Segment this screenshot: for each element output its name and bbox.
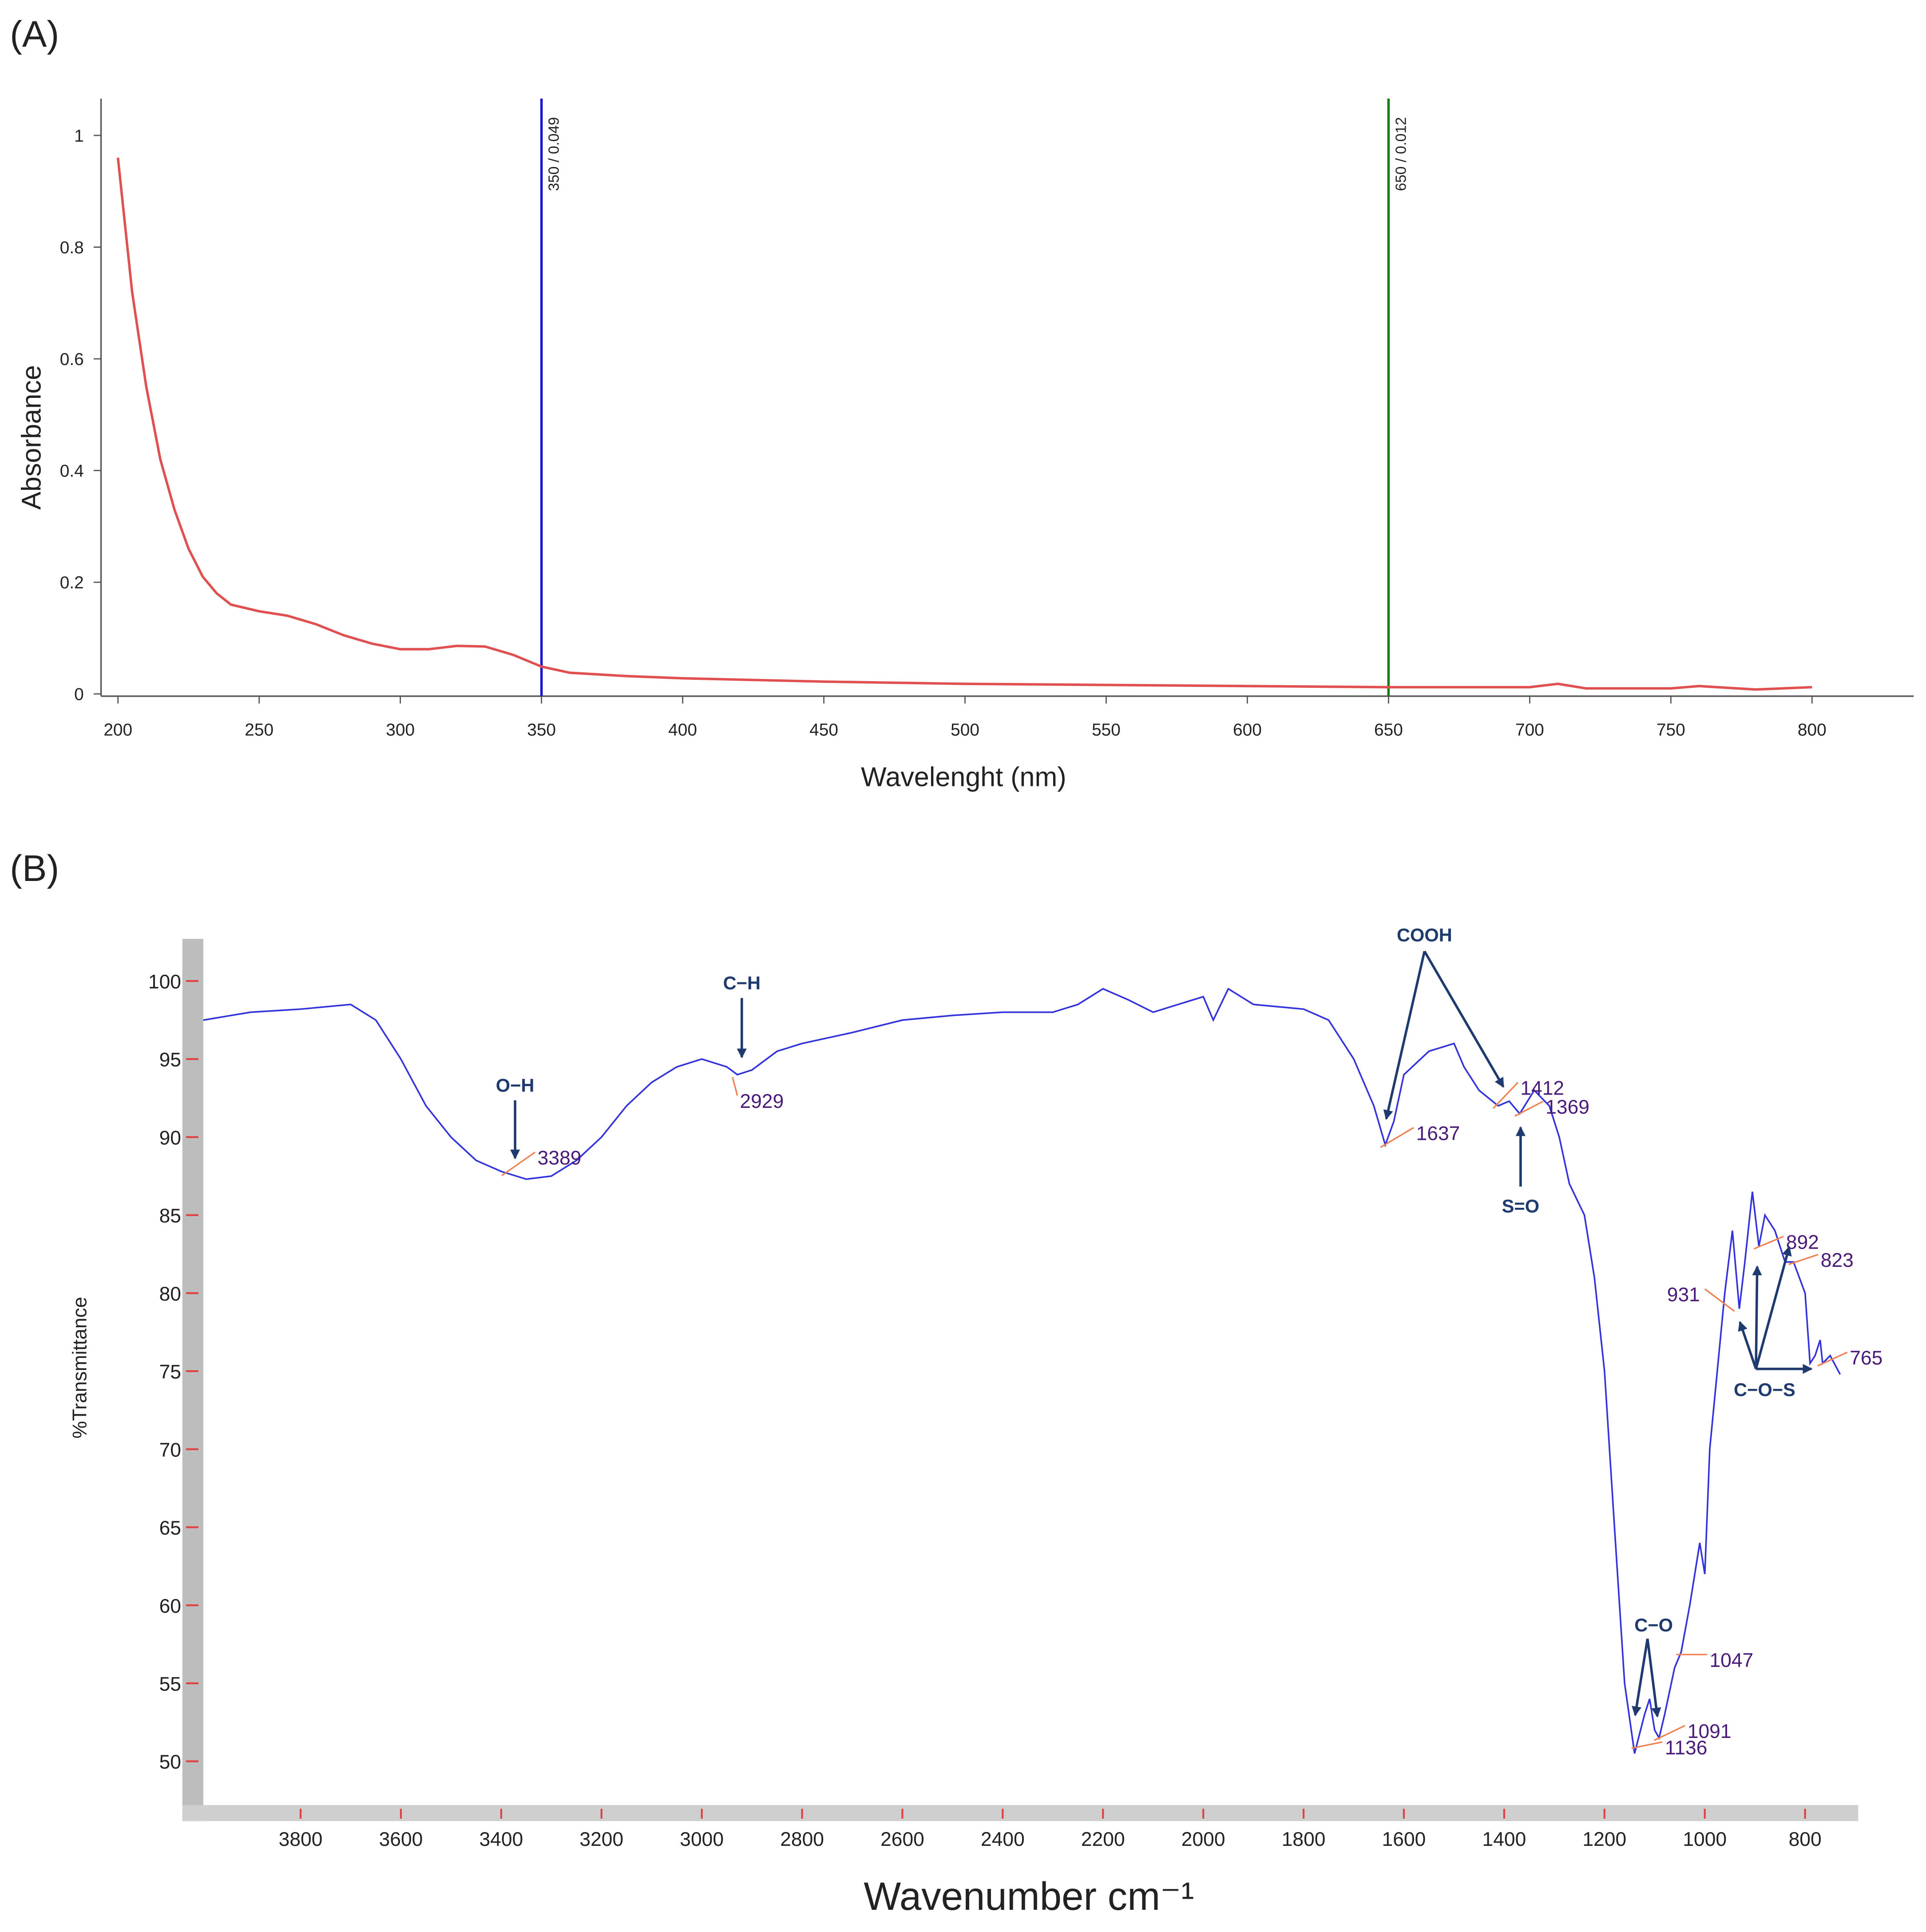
peak-leader (1493, 1082, 1518, 1109)
group-label: C−O (1634, 1615, 1673, 1635)
x-tick-label: 2400 (981, 1829, 1025, 1850)
x-tick-label: 1800 (1282, 1829, 1326, 1850)
peak-leader (1514, 1100, 1544, 1117)
x-tick-label: 1000 (1683, 1829, 1727, 1850)
x-tick-label: 500 (951, 721, 979, 740)
peak-label: 892 (1786, 1231, 1819, 1253)
annotation-arrow (1752, 1265, 1762, 1369)
peak-label: 2929 (740, 1091, 784, 1112)
x-tick-label: 200 (103, 721, 132, 740)
peak-leader (1817, 1351, 1848, 1367)
x-tick-label: 2000 (1181, 1829, 1225, 1850)
frame-bottom (182, 1805, 1859, 1821)
peak-leader (1753, 1236, 1784, 1250)
peak-label: 1637 (1416, 1123, 1460, 1144)
peak-leader (1380, 1127, 1414, 1148)
annotation-arrow (1738, 1321, 1757, 1369)
panel-label: (B) (10, 848, 59, 889)
annotation-arrow (1632, 1638, 1649, 1717)
peak-label: 823 (1821, 1250, 1854, 1271)
y-tick-label: 95 (159, 1049, 181, 1071)
x-tick-label: 750 (1657, 721, 1685, 740)
y-tick-label: 0.2 (60, 573, 84, 592)
peak-label: 3389 (538, 1147, 582, 1169)
x-tick-label: 600 (1233, 721, 1262, 740)
group-label: C−H (723, 972, 761, 993)
y-tick-label: 0.4 (60, 462, 84, 481)
x-tick-label: 400 (668, 721, 697, 740)
y-axis-label: Absorbance (16, 365, 47, 510)
x-tick-label: 550 (1092, 721, 1121, 740)
marker-label: 650 / 0.012 (1393, 117, 1409, 191)
peak-leader (1704, 1288, 1735, 1312)
peak-label: 1091 (1688, 1721, 1732, 1742)
peak-label: 1136 (1665, 1737, 1707, 1759)
y-axis-label: %Transmittance (69, 1297, 91, 1439)
group-label: O−H (496, 1075, 535, 1096)
group-label: S=O (1502, 1195, 1539, 1216)
x-tick-label: 800 (1798, 721, 1827, 740)
peak-label: 1369 (1546, 1096, 1589, 1118)
y-tick-label: 85 (159, 1205, 181, 1227)
y-tick-label: 1 (74, 127, 84, 146)
panel-label: (A) (10, 13, 59, 55)
annotation-arrow (1383, 951, 1426, 1120)
peak-leader (1631, 1741, 1663, 1749)
x-tick-label: 3800 (279, 1829, 323, 1850)
x-tick-label: 250 (245, 721, 273, 740)
annotation-arrow (1755, 1246, 1792, 1369)
peak-leader (732, 1077, 738, 1096)
x-tick-label: 3000 (680, 1829, 724, 1850)
x-tick-label: 2600 (880, 1829, 924, 1850)
x-tick-label: 3600 (379, 1829, 423, 1850)
peak-leader (501, 1151, 536, 1176)
x-tick-label: 450 (809, 721, 838, 740)
x-tick-label: 3400 (479, 1829, 523, 1850)
y-tick-label: 0.6 (60, 350, 84, 369)
y-tick-label: 90 (159, 1127, 181, 1149)
x-tick-label: 650 (1374, 721, 1403, 740)
x-tick-label: 2200 (1081, 1829, 1125, 1850)
peak-leader (1788, 1254, 1819, 1266)
x-tick-label: 700 (1515, 721, 1544, 740)
annotation-arrow (1646, 1638, 1661, 1718)
x-axis-label: Wavenumber cm⁻¹ (864, 1874, 1194, 1918)
data-line (203, 988, 1841, 1754)
x-tick-label: 1600 (1382, 1829, 1426, 1850)
x-tick-label: 300 (386, 721, 415, 740)
x-tick-label: 3200 (579, 1829, 623, 1850)
x-axis-label: Wavelenght (nm) (861, 762, 1066, 792)
peak-leader (1654, 1725, 1685, 1741)
y-tick-label: 0.8 (60, 238, 84, 257)
y-tick-label: 100 (148, 971, 181, 993)
frame-left (182, 939, 203, 1821)
peak-label: 1047 (1709, 1650, 1753, 1671)
annotation-arrow (1423, 950, 1505, 1088)
y-tick-label: 0 (74, 685, 84, 704)
y-tick-label: 50 (159, 1751, 181, 1773)
group-label: COOH (1397, 924, 1452, 945)
x-tick-label: 1400 (1482, 1829, 1526, 1850)
y-tick-label: 60 (159, 1595, 181, 1617)
y-tick-label: 65 (159, 1517, 181, 1539)
peak-label: 1412 (1520, 1078, 1564, 1099)
y-tick-label: 70 (159, 1439, 181, 1461)
peak-label: 931 (1667, 1284, 1700, 1306)
x-tick-label: 2800 (780, 1829, 824, 1850)
peak-label: 765 (1850, 1347, 1882, 1369)
y-tick-label: 75 (159, 1361, 181, 1383)
group-label: C−O−S (1734, 1379, 1795, 1400)
x-tick-label: 1200 (1582, 1829, 1626, 1850)
marker-label: 350 / 0.049 (546, 117, 562, 191)
y-tick-label: 55 (159, 1674, 181, 1695)
y-tick-label: 80 (159, 1283, 181, 1305)
x-tick-label: 350 (527, 721, 556, 740)
x-tick-label: 800 (1789, 1829, 1822, 1850)
data-line (116, 157, 1812, 691)
